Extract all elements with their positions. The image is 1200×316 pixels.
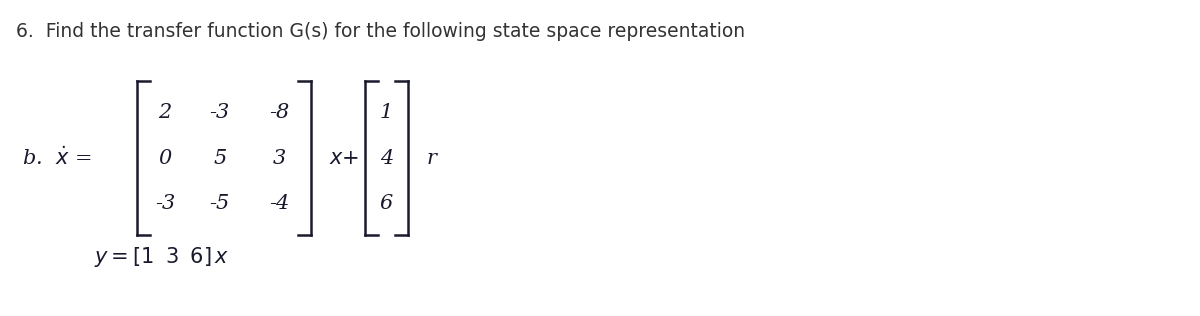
Text: 6: 6 [380,194,394,213]
Text: -3: -3 [210,103,229,122]
Text: -5: -5 [210,194,229,213]
Text: 6.  Find the transfer function G(s) for the following state space representation: 6. Find the transfer function G(s) for t… [16,22,745,41]
Text: r: r [426,149,437,167]
Text: 5: 5 [214,149,227,167]
Text: 3: 3 [272,149,286,167]
Text: 1: 1 [380,103,394,122]
Text: b.  $\dot{x}$ =: b. $\dot{x}$ = [22,147,91,169]
Text: -3: -3 [155,194,175,213]
Text: -8: -8 [269,103,289,122]
Text: $y = [1\;\;3\;\;6]\,x$: $y = [1\;\;3\;\;6]\,x$ [94,245,229,269]
Text: 0: 0 [158,149,172,167]
Text: -4: -4 [269,194,289,213]
Text: $x$+: $x$+ [329,149,359,167]
Text: 2: 2 [158,103,172,122]
Text: 4: 4 [380,149,394,167]
